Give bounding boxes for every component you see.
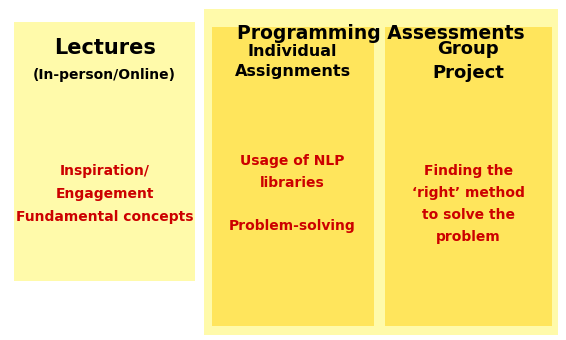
Text: Lectures: Lectures: [54, 38, 156, 57]
Text: Group
Project: Group Project: [432, 40, 504, 82]
Text: Programming Assessments: Programming Assessments: [237, 24, 524, 43]
Text: Individual
Assignments: Individual Assignments: [234, 44, 351, 79]
Text: Inspiration/
Engagement
Fundamental concepts: Inspiration/ Engagement Fundamental conc…: [16, 164, 194, 224]
Text: Usage of NLP
libraries

Problem-solving: Usage of NLP libraries Problem-solving: [229, 154, 356, 233]
Text: Finding the
‘right’ method
to solve the
problem: Finding the ‘right’ method to solve the …: [411, 165, 525, 243]
Text: (In-person/Online): (In-person/Online): [33, 68, 176, 82]
